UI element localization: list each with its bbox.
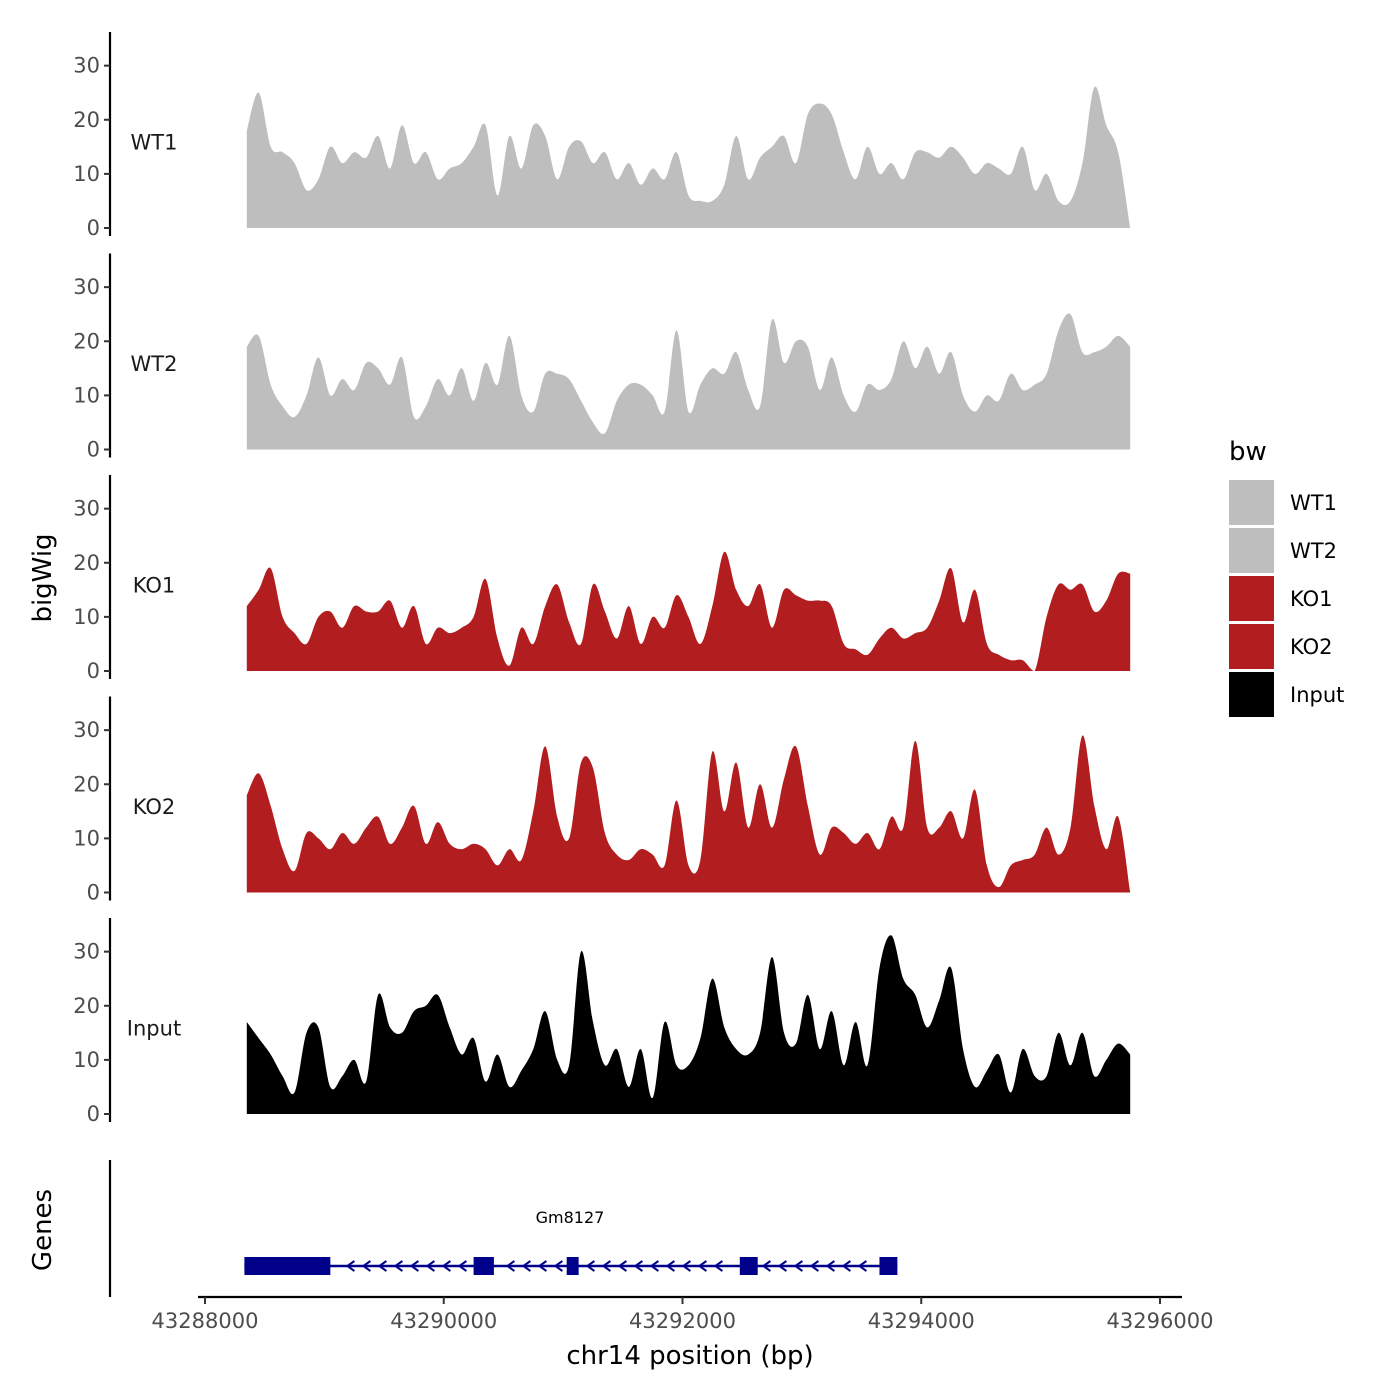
gene-exon xyxy=(473,1257,494,1275)
y-tick-label: 10 xyxy=(73,383,100,407)
track-label-wt2: WT2 xyxy=(131,352,178,376)
y-tick-label: 30 xyxy=(73,54,100,78)
y-tick-label: 0 xyxy=(87,881,100,905)
area-ko1 xyxy=(246,551,1131,671)
strand-arrow xyxy=(377,1260,387,1272)
y-tick-label: 30 xyxy=(73,940,100,964)
strand-arrow xyxy=(553,1260,563,1272)
signal-tracks: 0 10 20 30 WT1 0 10 20 30 WT2 0 10 20 30 KO1 0 10 20 30 KO2… xyxy=(73,32,1131,1126)
legend-swatch-input xyxy=(1229,672,1274,717)
gene-exon xyxy=(566,1257,579,1275)
strand-arrow xyxy=(425,1260,435,1272)
legend-label-ko2: KO2 xyxy=(1290,635,1333,659)
gene-exon xyxy=(244,1257,331,1275)
strand-arrow xyxy=(617,1260,627,1272)
strand-arrow xyxy=(537,1260,547,1272)
track-label-ko2: KO2 xyxy=(133,795,176,819)
y-tick-label: 0 xyxy=(87,659,100,683)
strand-arrow xyxy=(441,1260,451,1272)
strand-arrow xyxy=(409,1260,419,1272)
y-tick-label: 20 xyxy=(73,551,100,575)
legend-label-wt2: WT2 xyxy=(1290,539,1337,563)
strand-arrow xyxy=(457,1260,467,1272)
y-axis-title: bigWig xyxy=(28,533,58,622)
area-ko2 xyxy=(246,735,1131,893)
strand-arrow xyxy=(761,1260,771,1272)
area-wt2 xyxy=(246,313,1131,450)
y-tick-label: 10 xyxy=(73,826,100,850)
gene-name-label: Gm8127 xyxy=(536,1208,605,1227)
track-label-input: Input xyxy=(127,1016,181,1040)
strand-arrow xyxy=(505,1260,515,1272)
area-wt1 xyxy=(246,86,1131,228)
strand-arrow xyxy=(585,1260,595,1272)
genes-axis-title: Genes xyxy=(28,1189,58,1271)
track-wt2: 0 10 20 30 WT2 xyxy=(73,253,1131,462)
track-ko2: 0 10 20 30 KO2 xyxy=(73,696,1131,905)
y-tick-label: 30 xyxy=(73,275,100,299)
y-tick-label: 10 xyxy=(73,1048,100,1072)
strand-arrow xyxy=(697,1260,707,1272)
x-axis-title: chr14 position (bp) xyxy=(566,1341,813,1371)
y-tick-label: 10 xyxy=(73,162,100,186)
y-tick-label: 10 xyxy=(73,605,100,629)
strand-arrow xyxy=(361,1260,371,1272)
strand-arrow xyxy=(841,1260,851,1272)
y-tick-label: 20 xyxy=(73,994,100,1018)
track-input: 0 10 20 30 Input xyxy=(73,918,1131,1126)
legend: bw WT1 WT2 KO1 KO2 Input xyxy=(1229,437,1344,717)
y-axis-title-group: bigWig xyxy=(28,533,58,622)
track-label-wt1: WT1 xyxy=(131,130,178,154)
y-tick-label: 20 xyxy=(73,329,100,353)
strand-arrow xyxy=(393,1260,403,1272)
track-label-ko1: KO1 xyxy=(133,573,176,597)
legend-swatch-ko2 xyxy=(1229,624,1274,669)
y-tick-label: 0 xyxy=(87,1102,100,1126)
strand-arrow xyxy=(857,1260,867,1272)
strand-arrow xyxy=(809,1260,819,1272)
legend-title: bw xyxy=(1229,437,1267,467)
y-tick-label: 20 xyxy=(73,108,100,132)
legend-swatch-wt2 xyxy=(1229,528,1274,573)
track-ko1: 0 10 20 30 KO1 xyxy=(73,475,1131,683)
area-input xyxy=(246,935,1131,1114)
x-tick-label: 43292000 xyxy=(629,1309,736,1333)
x-axis: chr14 position (bp) 43288000 43290000 4329… xyxy=(152,1295,1214,1371)
strand-arrow xyxy=(713,1260,723,1272)
gene-exon xyxy=(739,1257,758,1275)
genes-panel: Genes Gm8127 xyxy=(28,1160,898,1297)
strand-arrow xyxy=(793,1260,803,1272)
legend-label-input: Input xyxy=(1290,683,1344,707)
gene-exon xyxy=(879,1257,898,1275)
legend-swatch-wt1 xyxy=(1229,480,1274,525)
y-tick-label: 0 xyxy=(87,438,100,462)
strand-arrow xyxy=(649,1260,659,1272)
legend-swatch-ko1 xyxy=(1229,576,1274,621)
y-tick-label: 0 xyxy=(87,216,100,240)
legend-label-ko1: KO1 xyxy=(1290,587,1333,611)
x-tick-label: 43294000 xyxy=(868,1309,975,1333)
x-tick-label: 43288000 xyxy=(152,1309,259,1333)
strand-arrow xyxy=(825,1260,835,1272)
strand-arrow xyxy=(521,1260,531,1272)
strand-arrow xyxy=(681,1260,691,1272)
legend-label-wt1: WT1 xyxy=(1290,491,1337,515)
strand-arrow xyxy=(601,1260,611,1272)
y-tick-label: 20 xyxy=(73,772,100,796)
strand-arrow xyxy=(777,1260,787,1272)
strand-arrow xyxy=(345,1260,355,1272)
strand-arrow xyxy=(665,1260,675,1272)
x-tick-label: 43296000 xyxy=(1107,1309,1214,1333)
strand-arrow xyxy=(633,1260,643,1272)
y-tick-label: 30 xyxy=(73,497,100,521)
x-tick-label: 43290000 xyxy=(390,1309,497,1333)
y-tick-label: 30 xyxy=(73,718,100,742)
track-wt1: 0 10 20 30 WT1 xyxy=(73,32,1131,240)
